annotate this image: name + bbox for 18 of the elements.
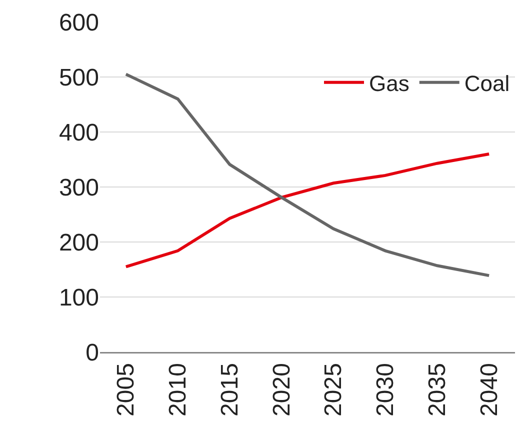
x-tick-label: 2015 <box>216 363 244 416</box>
x-tick-label: 2040 <box>476 363 503 416</box>
x-tick-label: 2005 <box>112 363 140 416</box>
legend-label: Coal <box>464 70 510 96</box>
y-tick-label: 300 <box>58 174 99 202</box>
legend-label: Gas <box>369 70 410 96</box>
x-tick-label: 2035 <box>424 363 451 416</box>
y-tick-label: 100 <box>58 284 99 312</box>
x-tick-label: 2020 <box>268 363 296 416</box>
y-tick-label: 500 <box>58 64 99 92</box>
x-tick-label: 2025 <box>320 363 348 416</box>
y-tick-label: 400 <box>58 119 99 146</box>
x-tick-label: 2010 <box>164 363 192 416</box>
line-series <box>124 152 491 268</box>
y-tick-label: 0 <box>86 339 99 366</box>
y-tick-label: 200 <box>58 229 99 256</box>
x-tick-label: 2030 <box>372 363 400 416</box>
y-tick-label: 600 <box>58 9 99 36</box>
